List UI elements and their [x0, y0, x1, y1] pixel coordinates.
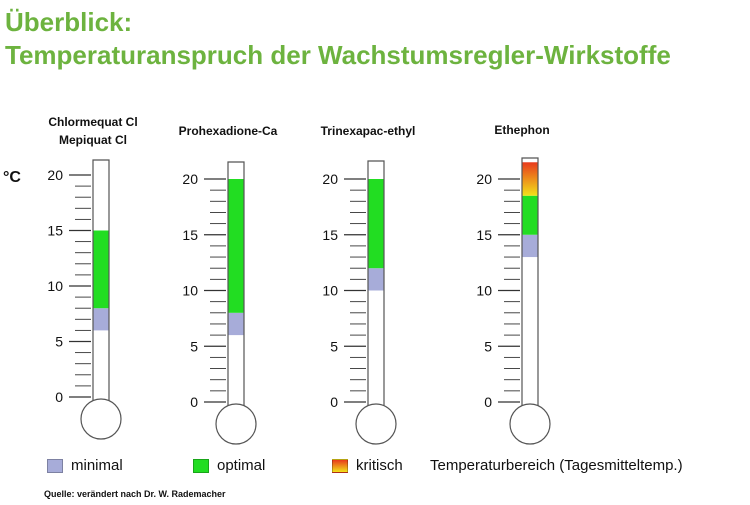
- tick-label-2-5: 5: [190, 338, 198, 354]
- tick-label-1-10: 10: [47, 278, 63, 294]
- legend-swatch-kritisch: [332, 458, 348, 473]
- legend-label-minimal: minimal: [71, 457, 123, 474]
- tick-label-3-20: 20: [322, 171, 338, 187]
- legend-note: Temperaturbereich (Tagesmitteltemp.): [430, 457, 683, 474]
- legend-swatch-optimal: [193, 458, 209, 473]
- tick-label-3-5: 5: [330, 338, 338, 354]
- tick-label-2-20: 20: [182, 171, 198, 187]
- page-title: Überblick: Temperaturanspruch der Wachst…: [5, 6, 671, 72]
- range-bar-2-optimal: [228, 179, 244, 313]
- legend-item-minimal: minimal: [47, 457, 123, 474]
- range-bar-4-minimal: [522, 234, 538, 258]
- thermometer-tube-1: [92, 159, 110, 405]
- legend-item-kritisch: kritisch: [332, 457, 403, 474]
- tick-label-4-10: 10: [476, 283, 492, 299]
- range-bar-3-minimal: [368, 268, 384, 291]
- tick-label-2-15: 15: [182, 227, 198, 243]
- tick-label-1-0: 0: [55, 389, 63, 405]
- thermometer-label-3-line-1: Trinexapac-ethyl: [321, 124, 416, 138]
- thermometer-bulb-2: [215, 403, 257, 445]
- legend-label-kritisch: kritisch: [356, 457, 403, 474]
- thermometer-chart: °C Chlormequat Cl Mepiquat Cl 0 5 10 15 20 Prohe…: [3, 115, 551, 445]
- tick-label-4-20: 20: [476, 171, 492, 187]
- thermometer-bulb-1: [80, 398, 122, 440]
- range-bar-1-minimal: [93, 308, 109, 331]
- legend: minimal optimal kritisch Temperaturberei…: [0, 457, 750, 477]
- thermometer-tube-4: [521, 157, 539, 410]
- thermometer-label-1-line-1: Chlormequat Cl: [48, 115, 137, 129]
- tick-label-2-0: 0: [190, 394, 198, 410]
- tick-label-1-5: 5: [55, 334, 63, 350]
- title-line-1: Überblick:: [5, 7, 133, 37]
- range-bar-3-optimal: [368, 179, 384, 269]
- source-credit: Quelle: verändert nach Dr. W. Rademacher: [44, 489, 226, 499]
- tick-label-2-10: 10: [182, 283, 198, 299]
- title-line-2: Temperaturanspruch der Wachstumsregler-W…: [5, 40, 671, 70]
- thermometer-label-2-line-1: Prohexadione-Ca: [179, 124, 278, 138]
- tick-label-3-10: 10: [322, 283, 338, 299]
- tick-label-4-5: 5: [484, 338, 492, 354]
- thermometer-tube-3: [367, 160, 385, 410]
- tick-label-1-20: 20: [47, 167, 63, 183]
- range-bar-1-optimal: [93, 230, 109, 309]
- legend-swatch-minimal: [47, 458, 63, 473]
- range-bar-4-kritisch: [522, 162, 538, 196]
- thermometer-bulb-3: [355, 403, 397, 445]
- unit-label: °C: [3, 169, 21, 186]
- tick-label-3-15: 15: [322, 227, 338, 243]
- tick-label-1-15: 15: [47, 223, 63, 239]
- range-bar-4-optimal: [522, 195, 538, 235]
- thermometer-label-1-line-2: Mepiquat Cl: [59, 133, 127, 147]
- legend-item-optimal: optimal: [193, 457, 265, 474]
- thermometer-label-4-line-1: Ethephon: [494, 123, 549, 137]
- legend-label-optimal: optimal: [217, 457, 266, 474]
- tick-label-4-15: 15: [476, 227, 492, 243]
- range-bar-2-minimal: [228, 312, 244, 336]
- thermometer-bulb-4: [509, 403, 551, 445]
- tick-label-3-0: 0: [330, 394, 338, 410]
- tick-label-4-0: 0: [484, 394, 492, 410]
- thermometer-tube-2: [227, 161, 245, 410]
